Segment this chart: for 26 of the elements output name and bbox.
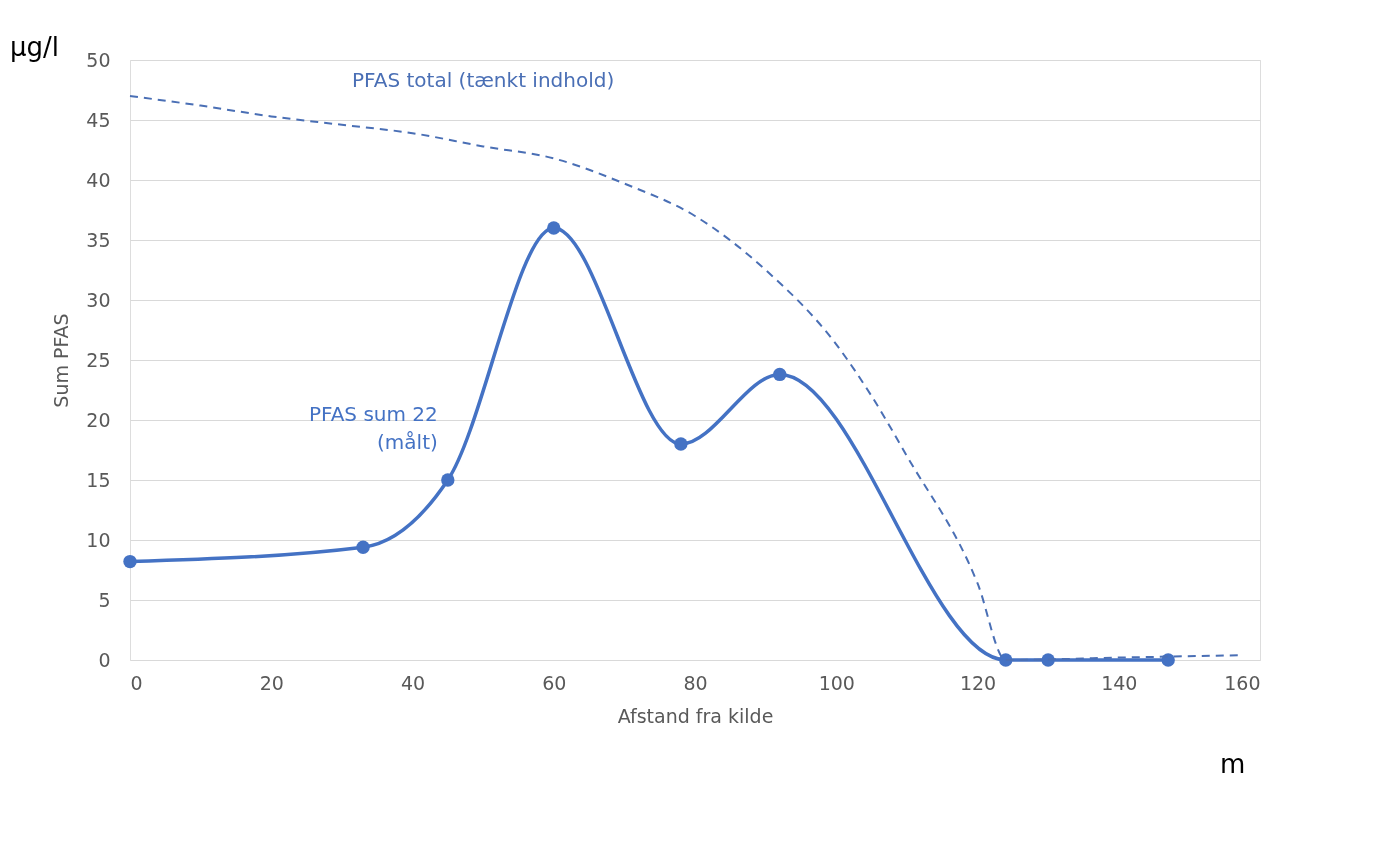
x-tick-label: 40 [400,671,426,694]
y-tick-label: 0 [98,648,111,671]
x-tick-label: 100 [818,671,855,694]
x-tick-label: 60 [542,671,567,694]
y-tick-label: 20 [86,408,111,431]
text: m [1220,749,1246,779]
y-tick-label: 5 [98,588,111,611]
y-tick-label: 15 [86,468,111,491]
y-tick-label: 25 [86,348,111,371]
x-tick-label: 120 [959,671,997,694]
y-tick-label: 10 [86,528,111,551]
series-label: PFAS total (tænkt indhold) [352,68,615,93]
x-tick-label: 140 [1101,671,1138,694]
y-tick-label: 45 [86,108,111,131]
x-tick-label: 160 [1224,671,1261,694]
x-axis-title: Afstand fra kilde [617,704,774,727]
y-tick-label: 35 [86,228,111,251]
x-tick-label: 80 [683,671,708,694]
y-tick-label: 30 [86,288,111,311]
x-tick-label: 20 [259,671,284,694]
text: µg/l [10,32,60,62]
x-tick-label: 0 [130,671,143,694]
y-tick-label: 40 [86,168,111,191]
y-axis-title: Sum PFAS [50,313,73,408]
series-label: PFAS sum 22 (målt) [308,402,438,454]
y-tick-label: 50 [86,48,111,71]
